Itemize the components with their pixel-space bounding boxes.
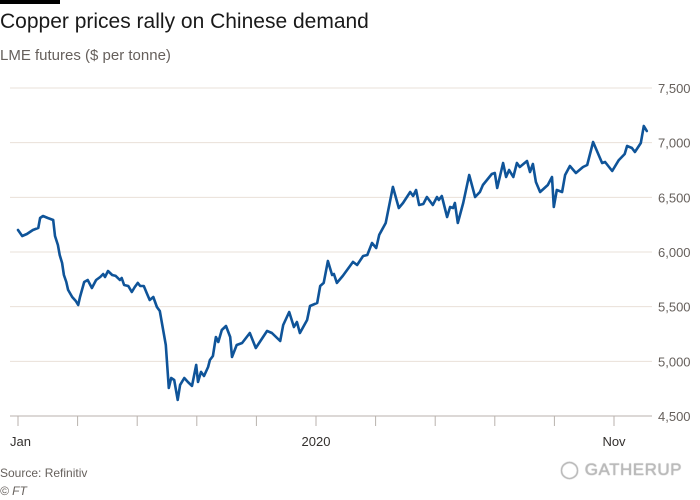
chart-title: Copper prices rally on Chinese demand bbox=[0, 10, 369, 33]
x-tick-label: Jan bbox=[10, 434, 31, 449]
wechat-icon: ◯ bbox=[560, 460, 580, 479]
y-tick-label: 6,000 bbox=[658, 245, 691, 260]
chart-subtitle: LME futures ($ per tonne) bbox=[0, 47, 171, 64]
y-tick-label: 7,500 bbox=[658, 81, 691, 96]
y-tick-label: 4,500 bbox=[658, 409, 691, 424]
copyright-note: © FT bbox=[0, 484, 27, 498]
source-note: Source: Refinitiv bbox=[0, 466, 88, 480]
x-tick-label: Nov bbox=[602, 434, 626, 449]
y-tick-label: 6,500 bbox=[658, 190, 691, 205]
x-tick-label: 2020 bbox=[302, 434, 331, 449]
y-tick-label: 5,000 bbox=[658, 354, 691, 369]
watermark-text: GATHERUP bbox=[584, 460, 682, 479]
watermark: ◯ GATHERUP bbox=[560, 460, 682, 480]
series-line-copper bbox=[16, 124, 649, 402]
ft-brand-bar bbox=[0, 0, 60, 4]
y-tick-label: 5,500 bbox=[658, 300, 691, 315]
y-tick-label: 7,000 bbox=[658, 136, 691, 151]
